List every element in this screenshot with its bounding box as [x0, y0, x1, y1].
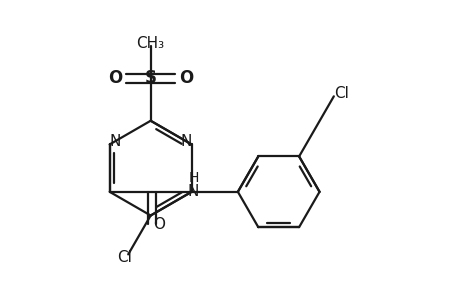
Text: N: N: [180, 134, 191, 149]
Text: N: N: [109, 134, 121, 149]
Text: Cl: Cl: [117, 250, 132, 265]
Text: H: H: [188, 171, 199, 185]
Text: Cl: Cl: [334, 85, 349, 100]
Text: S: S: [144, 69, 157, 87]
Text: O: O: [108, 69, 123, 87]
Text: CH₃: CH₃: [136, 36, 164, 51]
Text: O: O: [153, 217, 165, 232]
Text: N: N: [187, 184, 198, 199]
Text: O: O: [178, 69, 192, 87]
